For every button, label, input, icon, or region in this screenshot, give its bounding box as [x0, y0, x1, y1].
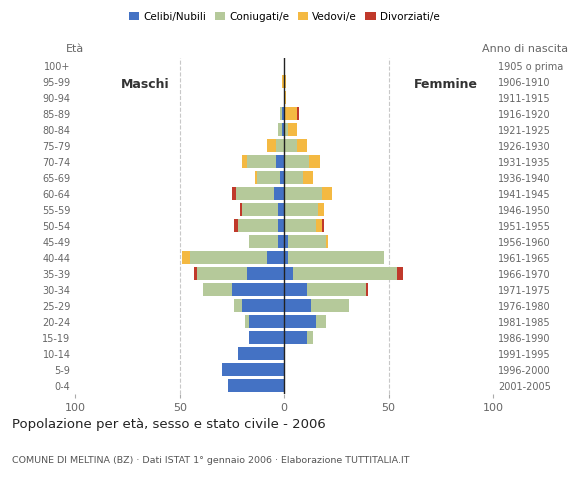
Bar	[278, 235, 284, 248]
Bar	[257, 171, 280, 184]
Bar	[278, 219, 284, 232]
Bar	[284, 187, 322, 200]
Bar	[284, 219, 316, 232]
Bar	[292, 267, 397, 280]
Bar	[284, 75, 287, 88]
Bar	[246, 267, 284, 280]
Bar	[284, 299, 311, 312]
Bar	[238, 219, 278, 232]
Bar	[245, 315, 249, 328]
Bar	[274, 187, 284, 200]
Bar	[197, 267, 246, 280]
Bar	[284, 107, 297, 120]
Bar	[246, 155, 276, 168]
Bar	[284, 331, 307, 344]
Bar	[288, 251, 385, 264]
Bar	[267, 139, 276, 152]
Bar	[222, 363, 284, 376]
Bar	[249, 331, 284, 344]
Bar	[322, 219, 324, 232]
Text: Popolazione per età, sesso e stato civile - 2006: Popolazione per età, sesso e stato civil…	[12, 418, 325, 431]
Bar	[236, 187, 274, 200]
Text: Età: Età	[66, 45, 85, 54]
Bar	[316, 219, 322, 232]
Bar	[249, 315, 284, 328]
Bar	[297, 107, 299, 120]
Bar	[249, 235, 278, 248]
Bar	[240, 203, 242, 216]
Bar	[282, 123, 284, 136]
Bar	[322, 187, 332, 200]
Bar	[288, 123, 297, 136]
Bar	[255, 171, 257, 184]
Bar	[284, 267, 292, 280]
Bar	[242, 155, 246, 168]
Bar	[280, 171, 284, 184]
Bar	[316, 315, 326, 328]
Text: COMUNE DI MELTINA (BZ) · Dati ISTAT 1° gennaio 2006 · Elaborazione TUTTITALIA.IT: COMUNE DI MELTINA (BZ) · Dati ISTAT 1° g…	[12, 456, 409, 465]
Bar	[326, 235, 328, 248]
Bar	[228, 379, 284, 392]
Bar	[284, 251, 288, 264]
Bar	[182, 251, 190, 264]
Bar	[276, 139, 284, 152]
Text: Anno di nascita: Anno di nascita	[483, 44, 568, 54]
Bar	[284, 315, 316, 328]
Bar	[190, 251, 267, 264]
Bar	[234, 219, 238, 232]
Bar	[397, 267, 403, 280]
Bar	[284, 91, 287, 104]
Bar	[238, 347, 284, 360]
Text: Femmine: Femmine	[414, 78, 478, 91]
Bar	[194, 267, 197, 280]
Bar	[307, 283, 365, 296]
Bar	[284, 123, 288, 136]
Bar	[309, 155, 320, 168]
Bar	[311, 299, 349, 312]
Legend: Celibi/Nubili, Coniugati/e, Vedovi/e, Divorziati/e: Celibi/Nubili, Coniugati/e, Vedovi/e, Di…	[125, 8, 444, 26]
Bar	[242, 203, 278, 216]
Bar	[284, 283, 307, 296]
Text: Maschi: Maschi	[121, 78, 170, 91]
Bar	[297, 139, 307, 152]
Bar	[280, 107, 282, 120]
Bar	[365, 283, 368, 296]
Bar	[278, 123, 282, 136]
Bar	[318, 203, 324, 216]
Bar	[203, 283, 232, 296]
Bar	[284, 139, 297, 152]
Bar	[284, 203, 318, 216]
Bar	[267, 251, 284, 264]
Bar	[288, 235, 326, 248]
Bar	[282, 75, 284, 88]
Bar	[282, 107, 284, 120]
Bar	[307, 331, 313, 344]
Bar	[232, 187, 236, 200]
Bar	[284, 235, 288, 248]
Bar	[234, 299, 242, 312]
Bar	[242, 299, 284, 312]
Bar	[303, 171, 313, 184]
Bar	[276, 155, 284, 168]
Bar	[232, 283, 284, 296]
Bar	[284, 155, 309, 168]
Bar	[284, 171, 303, 184]
Bar	[278, 203, 284, 216]
